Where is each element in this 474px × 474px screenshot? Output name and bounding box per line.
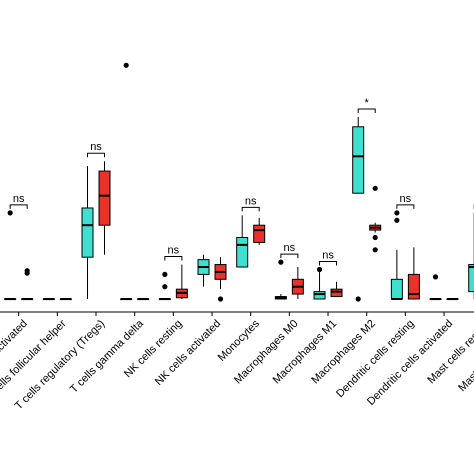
plot-area: T cells CD4 memory restingnsT cells CD4 … [0,62,474,430]
significance-bracket [396,204,415,209]
significance-bracket [9,204,28,209]
significance-label: ns [284,242,296,254]
significance-label: ns [322,249,334,261]
box-g1-outlier [123,62,129,68]
box-g2-box [407,273,420,300]
significance-label: ns [13,193,25,205]
box-g1-outlier [394,217,400,223]
x-tick-label: NK cells activated [153,318,223,388]
box-g1-outlier [394,210,400,216]
significance-label: ns [168,245,180,257]
box-g1-outlier [432,274,439,280]
box-g1-outlier [316,266,323,273]
significance-bracket [357,108,376,113]
box-g2-outlier [372,247,378,253]
significance-label: ns [245,195,257,207]
box-g1-box [313,291,326,300]
x-tick-label: T cells gamma delta [68,317,147,396]
significance-label: ns [90,141,102,153]
box-g1-box [236,237,249,268]
significance-bracket [319,260,338,266]
box-g2-outlier [24,268,30,274]
box-g1-box [390,278,403,300]
box-g2-box [253,224,266,243]
box-g2-outlier [372,185,378,191]
significance-bracket [241,206,260,212]
significance-label: ns [400,193,412,205]
significance-label: * [365,97,370,109]
box-g1-box [352,126,365,194]
significance-bracket [87,152,106,158]
box-g1-outlier [7,210,13,216]
box-g1-box [81,207,94,258]
box-g1-box [468,264,474,293]
box-g1-outlier [278,259,284,265]
box-g2-outlier [217,296,224,302]
box-g1-outlier [355,296,361,302]
box-g2-box [98,170,111,226]
box-g1-outlier [162,284,168,290]
box-g2-outlier [372,234,378,241]
box-g2-box [330,288,343,298]
significance-bracket [164,256,183,261]
box-g1-outlier [162,271,168,277]
significance-bracket [280,253,299,259]
